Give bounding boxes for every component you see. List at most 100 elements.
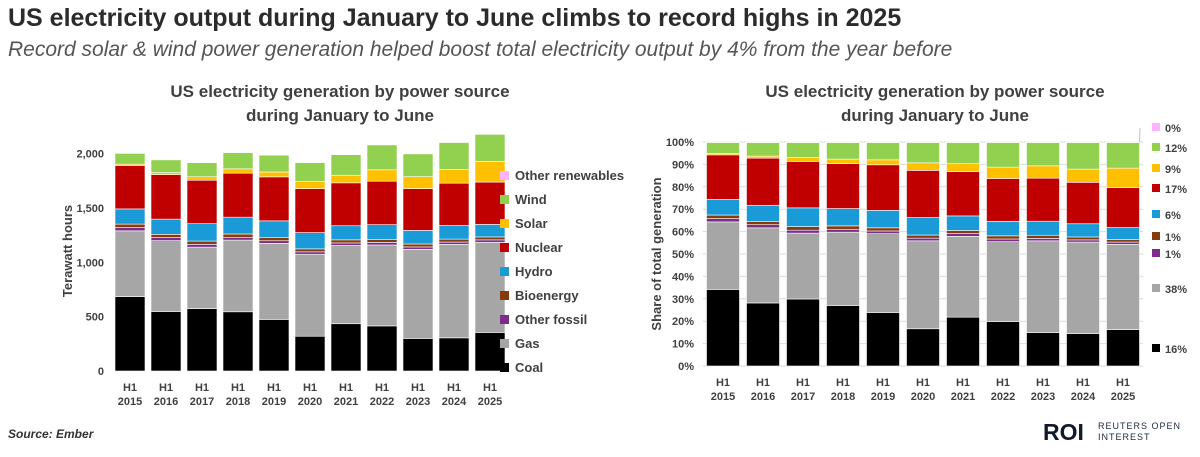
x-tick-label: H1 xyxy=(1076,377,1090,389)
left-chart-title-line1: US electricity generation by power sourc… xyxy=(170,82,510,101)
x-tick-label: 2018 xyxy=(226,396,250,408)
bar-segment-hydro xyxy=(826,208,860,227)
end-label-swatch xyxy=(1152,164,1160,172)
x-tick-label: H1 xyxy=(756,377,770,389)
bar-segment-nuclear xyxy=(706,154,740,200)
bar-segment-nuclear xyxy=(150,174,182,220)
bar-segment-coal xyxy=(1106,329,1140,367)
bar-segment-other-fossil xyxy=(1106,241,1140,245)
bar-segment-bioenergy xyxy=(330,239,362,244)
x-tick-label: 2021 xyxy=(334,396,358,408)
bar-segment-wind xyxy=(866,142,900,161)
bar-segment-coal xyxy=(150,311,182,372)
legend-label: Wind xyxy=(515,192,547,207)
bar-segment-solar xyxy=(258,171,290,178)
x-tick-label: H1 xyxy=(916,377,930,389)
x-tick-label: 2015 xyxy=(118,396,142,408)
bar-segment-wind xyxy=(786,142,820,158)
y-tick-label: 10% xyxy=(672,339,694,351)
bar-segment-coal xyxy=(706,289,740,367)
end-label-swatch xyxy=(1152,249,1160,257)
legend-swatch xyxy=(500,171,509,180)
bar-segment-gas xyxy=(438,244,470,339)
bar-segment-solar xyxy=(946,163,980,172)
bar-segment-gas xyxy=(186,246,218,309)
bar-segment-other-fossil xyxy=(330,242,362,246)
logo-mark: ROI xyxy=(1043,419,1084,445)
x-tick-label: 2020 xyxy=(298,396,322,408)
bar-segment-nuclear xyxy=(866,164,900,211)
bar-segment-solar xyxy=(746,155,780,159)
x-tick-label: H1 xyxy=(716,377,730,389)
bar-segment-solar xyxy=(330,174,362,184)
x-tick-label: 2021 xyxy=(951,391,975,403)
bar-segment-bioenergy xyxy=(986,235,1020,240)
bar-segment-other-fossil xyxy=(1066,239,1100,243)
bar-segment-solar xyxy=(786,157,820,162)
bar-segment-hydro xyxy=(946,215,980,231)
bar-segment-coal xyxy=(866,312,900,367)
x-tick-label: 2019 xyxy=(262,396,286,408)
right-chart-title-line1: US electricity generation by power sourc… xyxy=(765,82,1105,101)
bar-segment-other-fossil xyxy=(746,224,780,229)
bar-segment-wind xyxy=(258,154,290,173)
bar-segment-solar xyxy=(1106,167,1140,188)
bar-segment-gas xyxy=(330,245,362,325)
bar-segment-wind xyxy=(1106,142,1140,169)
bar-segment-bioenergy xyxy=(786,226,820,231)
bar-segment-bioenergy xyxy=(438,238,470,243)
y-tick-label: 70% xyxy=(672,204,694,216)
bar-segment-bioenergy xyxy=(746,221,780,226)
bar-segment-nuclear xyxy=(786,161,820,209)
legend-swatch xyxy=(500,339,509,348)
bar-segment-gas xyxy=(150,240,182,312)
bar-segment-wind xyxy=(986,142,1020,168)
bar-segment-bioenergy xyxy=(906,234,940,239)
x-tick-label: 2017 xyxy=(791,391,815,403)
y-tick-label: 100% xyxy=(666,137,694,149)
bar-segment-bioenergy xyxy=(1106,239,1140,243)
legend-label: Hydro xyxy=(515,264,553,279)
x-tick-label: H1 xyxy=(996,377,1010,389)
end-label: 12% xyxy=(1165,143,1187,155)
bar-segment-gas xyxy=(746,227,780,304)
bar-segment-solar xyxy=(366,169,398,182)
legend-swatch xyxy=(500,219,509,228)
legend-label: Solar xyxy=(515,216,548,231)
x-tick-label: 2016 xyxy=(154,396,178,408)
bar-segment-other-fossil xyxy=(186,244,218,248)
bar-segment-gas xyxy=(366,244,398,327)
x-tick-label: 2015 xyxy=(711,391,735,403)
bar-segment-other-fossil xyxy=(986,238,1020,242)
end-label: 1% xyxy=(1165,249,1181,261)
x-tick-label: 2025 xyxy=(1111,391,1135,403)
bar-segment-other-fossil xyxy=(114,227,146,232)
x-tick-label: H1 xyxy=(123,382,137,394)
legend-swatch xyxy=(500,267,509,276)
bar-segment-wind xyxy=(222,152,254,170)
logo-line2: INTEREST xyxy=(1098,432,1151,442)
y-tick-label: 1,500 xyxy=(76,203,104,215)
bar-segment-nuclear xyxy=(1106,187,1140,228)
legend-label: Gas xyxy=(515,336,540,351)
x-tick-label: H1 xyxy=(303,382,317,394)
bar-segment-wind xyxy=(1066,142,1100,170)
bar-segment-gas xyxy=(866,233,900,313)
legend-swatch xyxy=(500,315,509,324)
bar-segment-bioenergy xyxy=(826,225,860,230)
bar-segment-hydro xyxy=(986,221,1020,237)
bar-segment-coal xyxy=(114,296,146,372)
legend-swatch xyxy=(500,195,509,204)
legend-swatch xyxy=(500,363,509,372)
bar-segment-nuclear xyxy=(1066,182,1100,225)
x-tick-label: 2017 xyxy=(190,396,214,408)
x-tick-label: 2016 xyxy=(751,391,775,403)
bar-segment-coal xyxy=(402,338,434,372)
x-tick-label: H1 xyxy=(195,382,209,394)
bar-segment-hydro xyxy=(906,217,940,236)
legend-label: Bioenergy xyxy=(515,288,579,303)
bar-segment-nuclear xyxy=(222,172,254,218)
x-tick-label: 2022 xyxy=(370,396,394,408)
bar-segment-gas xyxy=(114,230,146,297)
bar-segment-gas xyxy=(706,221,740,290)
